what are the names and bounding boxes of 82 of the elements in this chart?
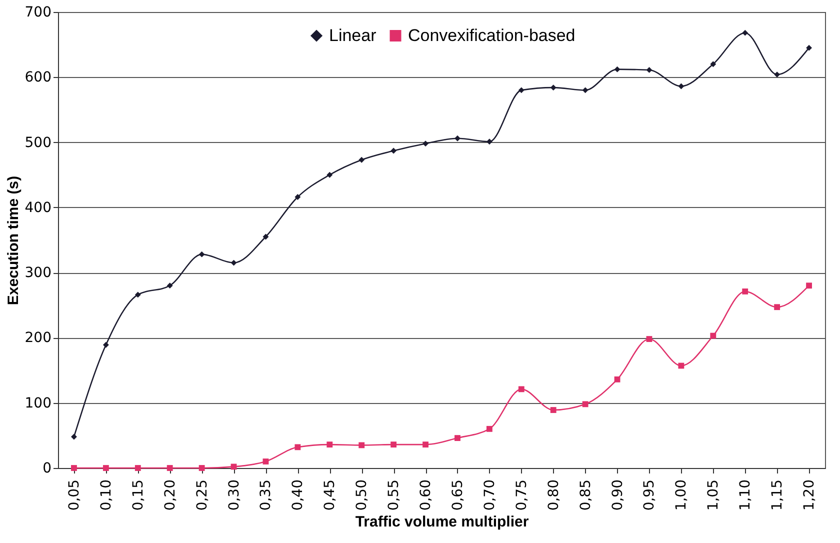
x-axis-title: Traffic volume multiplier [355, 514, 529, 531]
y-tick-label: 600 [24, 70, 52, 86]
x-tick-label: 0,20 [162, 480, 178, 511]
x-tick-label: 0,80 [546, 480, 562, 511]
x-tick-label: 0,95 [642, 480, 658, 511]
x-tick-label: 0,25 [194, 480, 210, 511]
point [422, 140, 428, 147]
y-tick-label: 400 [24, 200, 52, 216]
x-tick-label: 0,70 [482, 480, 498, 511]
y-tick-label: 700 [24, 4, 52, 20]
x-tick-label: 1,00 [674, 480, 690, 511]
point [390, 148, 397, 154]
x-tick-label: 0,10 [98, 480, 114, 511]
point [614, 66, 620, 72]
y-tick-label: 0 [42, 460, 52, 476]
point [230, 464, 237, 470]
x-tick-label: 0,75 [514, 480, 530, 511]
point [646, 336, 652, 342]
point [518, 87, 524, 94]
point [454, 435, 460, 441]
point [71, 434, 77, 440]
point [166, 465, 173, 471]
y-tick-label: 300 [24, 265, 52, 282]
point [326, 442, 333, 448]
point [166, 282, 173, 289]
x-tick-label: 1,10 [738, 480, 754, 511]
point [774, 304, 780, 310]
x-tick-label: 0,90 [610, 480, 626, 511]
point [678, 83, 684, 90]
point [358, 156, 365, 163]
point [486, 426, 492, 432]
point [550, 84, 556, 91]
x-tick-label: 0,85 [578, 480, 594, 511]
x-tick-label: 0,05 [66, 480, 82, 511]
y-tick-label: 200 [24, 330, 52, 346]
point [326, 172, 333, 178]
point [262, 458, 269, 464]
point [806, 282, 812, 289]
y-axis-title: Execution time (s) [4, 176, 22, 306]
x-tick-label: 1,05 [706, 480, 722, 511]
x-tick-label: 0,50 [354, 480, 370, 511]
point [742, 30, 748, 36]
point [710, 61, 716, 68]
x-tick-label: 0,30 [226, 480, 242, 511]
point [614, 376, 620, 382]
point [198, 251, 205, 258]
x-tick-label: 0,45 [322, 480, 338, 511]
point [198, 465, 205, 471]
legend-label: Linear [329, 26, 377, 45]
point [454, 135, 460, 142]
point [550, 407, 556, 413]
point [294, 444, 301, 450]
point [518, 386, 524, 392]
point [582, 87, 588, 94]
x-tick-label: 0,55 [386, 480, 402, 511]
point [646, 67, 652, 73]
x-tick-label: 0,35 [258, 480, 274, 511]
x-tick-label: 1,15 [770, 480, 786, 511]
x-tick-label: 1,20 [802, 480, 818, 511]
x-tick-label: 0,60 [418, 480, 434, 511]
point [742, 288, 748, 294]
point [71, 465, 77, 471]
point [358, 442, 365, 448]
point [230, 260, 237, 266]
point [806, 44, 812, 51]
x-tick-label: 0,15 [130, 480, 146, 511]
point [134, 465, 141, 471]
x-tick-label: 0,65 [450, 480, 466, 511]
point [678, 362, 684, 369]
point [134, 292, 141, 298]
y-tick-label: 100 [24, 395, 52, 412]
x-tick-label: 0,40 [290, 480, 306, 511]
point [390, 442, 397, 448]
point [710, 332, 716, 339]
point [422, 442, 428, 448]
point [774, 72, 780, 78]
point [102, 342, 109, 348]
point [582, 401, 588, 408]
point [102, 465, 109, 471]
point [294, 194, 301, 200]
legend-label: Convexification-based [408, 26, 576, 45]
y-tick-label: 500 [24, 134, 52, 151]
